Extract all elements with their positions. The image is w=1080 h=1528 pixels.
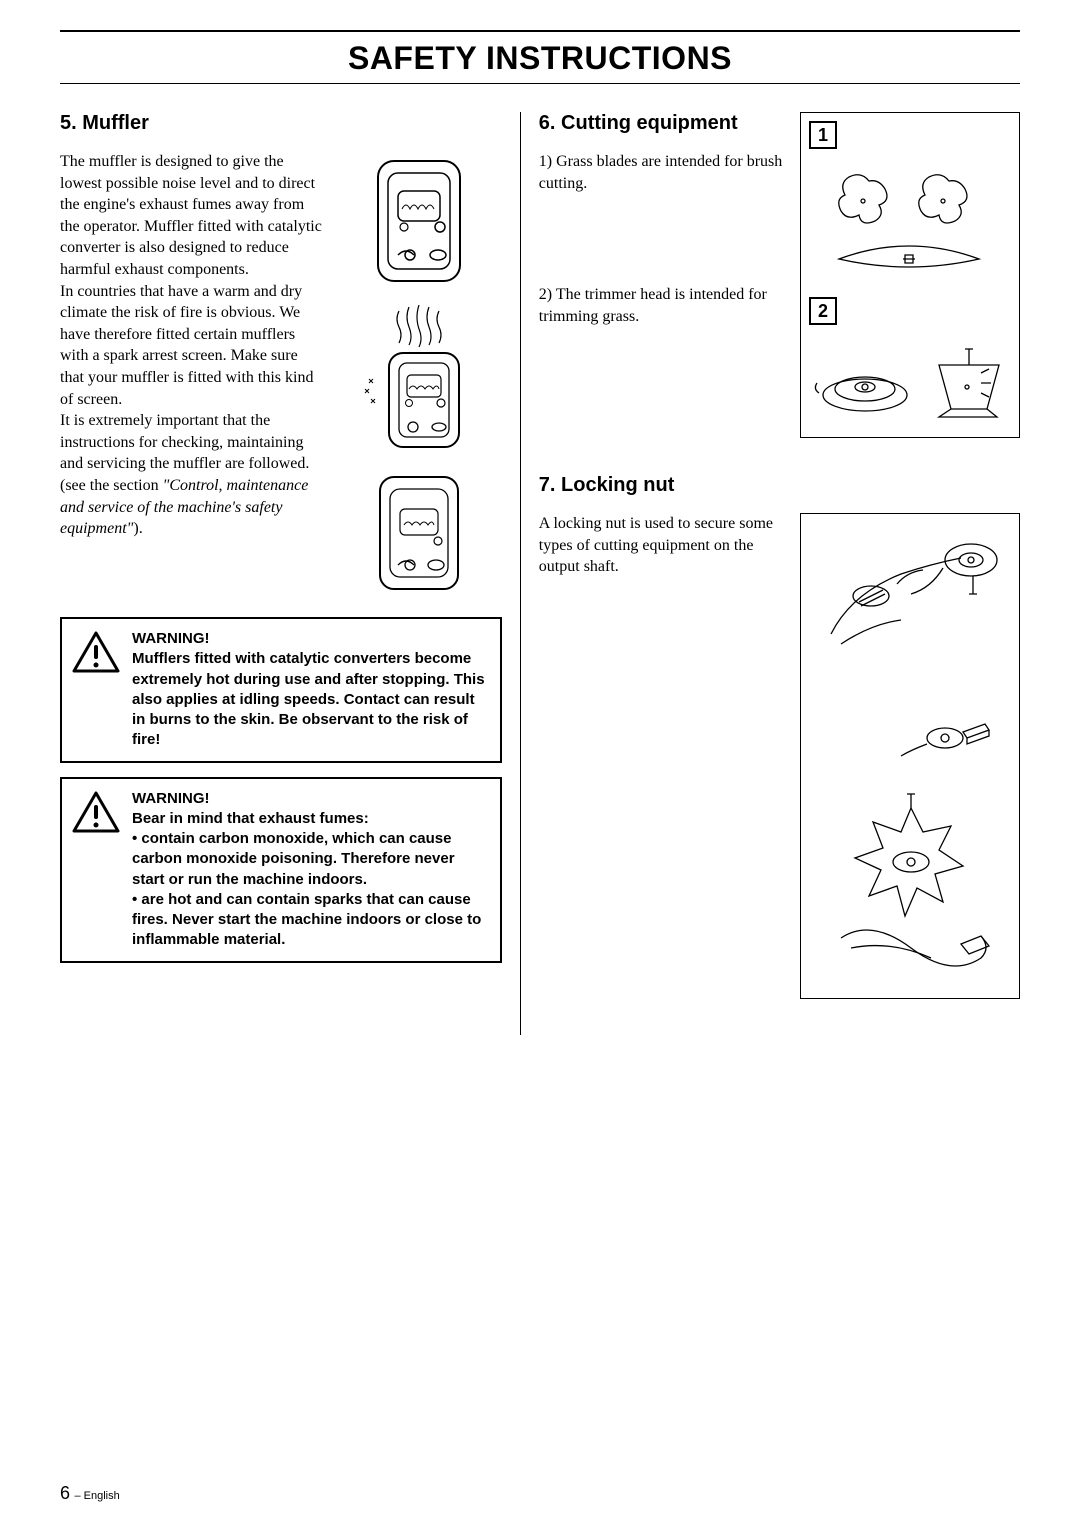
page-title: SAFETY INSTRUCTIONS xyxy=(60,40,1020,77)
warning-1-text: WARNING! Mufflers fitted with catalytic … xyxy=(132,629,488,751)
locking-p1: A locking nut is used to secure some typ… xyxy=(539,515,773,575)
muffler-images xyxy=(337,151,502,599)
right-column: 6. Cutting equipment 1) Grass blades are… xyxy=(521,112,1020,1035)
locking-heading: 7. Locking nut xyxy=(539,474,1020,497)
locking-nut-icon-1 xyxy=(811,524,1011,674)
warning-2-text: WARNING! Bear in mind that exhaust fumes… xyxy=(132,789,488,951)
warning-2-b2: • are hot and can contain sparks that ca… xyxy=(132,891,481,949)
locking-figure-box xyxy=(800,513,1020,999)
cutting-figure-box: 1 2 xyxy=(800,112,1020,438)
locking-nut-icon-3 xyxy=(811,788,1011,988)
title-bottom-rule xyxy=(60,83,1020,84)
cutting-item-2: 2) The trimmer head is intended for trim… xyxy=(539,284,786,327)
warning-triangle-icon xyxy=(72,631,120,675)
muffler-p1: The muffler is designed to give the lowe… xyxy=(60,153,322,278)
left-column: 5. Muffler The muffler is designed to gi… xyxy=(60,112,521,1035)
cutting-label-1: 1 xyxy=(809,121,837,149)
top-rule xyxy=(60,30,1020,32)
warning-1-body: Mufflers fitted with catalytic converter… xyxy=(132,650,485,748)
trimmer-head-icon xyxy=(809,339,1011,429)
warning-box-1: WARNING! Mufflers fitted with catalytic … xyxy=(60,617,502,763)
muffler-icon-2 xyxy=(359,305,479,455)
warning-box-2: WARNING! Bear in mind that exhaust fumes… xyxy=(60,777,502,963)
locking-nut-icon-2 xyxy=(811,696,1011,766)
warning-2-b1: • contain carbon monoxide, which can cau… xyxy=(132,830,455,888)
muffler-text: The muffler is designed to give the lowe… xyxy=(60,151,323,599)
muffler-p2: In countries that have a warm and dry cl… xyxy=(60,283,313,408)
warning-triangle-icon xyxy=(72,791,120,835)
muffler-p3c: ). xyxy=(133,520,142,537)
muffler-icon-1 xyxy=(364,151,474,291)
muffler-icon-3 xyxy=(364,469,474,599)
warning-label-2: WARNING! xyxy=(132,789,488,809)
warning-label-1: WARNING! xyxy=(132,629,488,649)
page-footer: 6 – English xyxy=(60,1483,120,1504)
cutting-heading: 6. Cutting equipment xyxy=(539,112,786,135)
page-number: 6 xyxy=(60,1483,70,1503)
cutting-item-1: 1) Grass blades are intended for brush c… xyxy=(539,151,786,194)
cutting-label-2: 2 xyxy=(809,297,837,325)
warning-2-intro: Bear in mind that exhaust fumes: xyxy=(132,810,369,827)
two-column-layout: 5. Muffler The muffler is designed to gi… xyxy=(60,112,1020,1035)
page-language: – English xyxy=(74,1490,119,1502)
grass-blade-icon xyxy=(809,163,1011,283)
muffler-heading: 5. Muffler xyxy=(60,112,502,135)
